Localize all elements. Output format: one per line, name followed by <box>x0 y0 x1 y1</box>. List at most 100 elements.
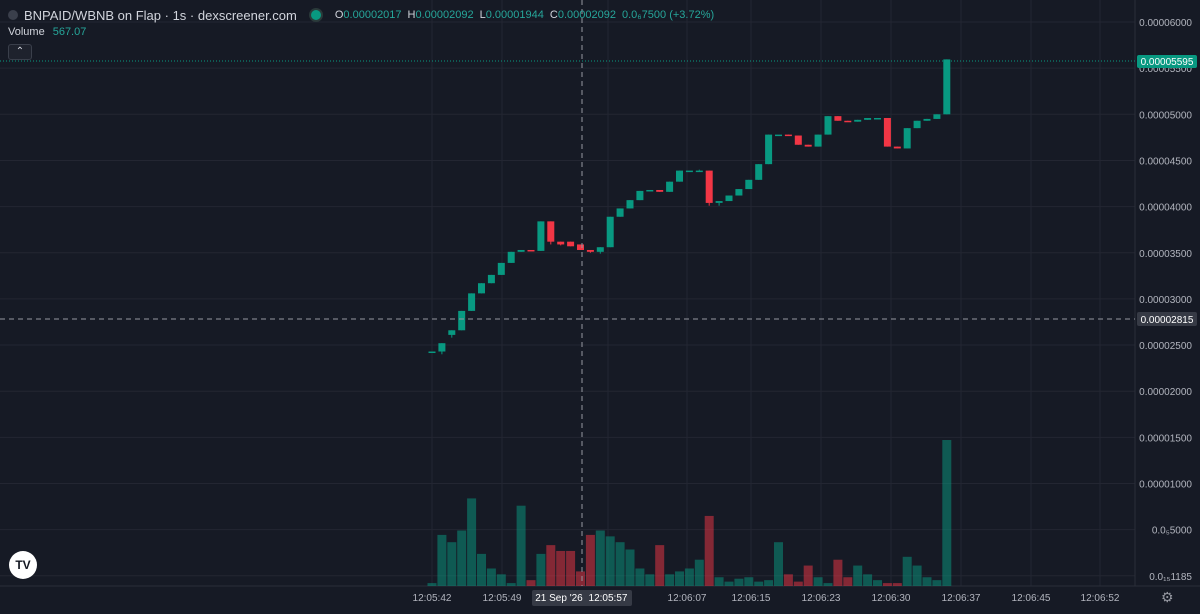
crosshair-time-tag-bg <box>532 590 632 606</box>
candle-body <box>705 170 713 203</box>
candle-body <box>577 244 584 250</box>
volume-bar <box>704 515 714 586</box>
volume-bar <box>892 583 902 586</box>
high-value: 0.00002092 <box>415 9 474 21</box>
candle-body <box>775 134 782 137</box>
volume-bar <box>882 583 892 586</box>
last-price-tag: 0.00005595 <box>1141 57 1194 68</box>
candle-body <box>784 134 792 137</box>
volume-bar <box>635 568 645 586</box>
candle-body <box>735 189 743 196</box>
volume-bar <box>694 559 704 586</box>
candle-body <box>438 343 446 352</box>
y-tick-label: 0.00001000 <box>1139 480 1192 491</box>
volume-bar <box>595 530 605 586</box>
volume-bar <box>645 574 655 586</box>
x-tick-label: 12:06:07 <box>668 593 707 604</box>
candle-body <box>685 170 693 173</box>
candle-body <box>864 117 872 120</box>
volume-bar <box>486 568 496 586</box>
volume-bar <box>793 581 803 586</box>
volume-bar <box>585 534 595 586</box>
volume-bar <box>605 536 615 586</box>
volume-bar <box>724 581 734 586</box>
y-tick-label: 0.00003000 <box>1139 295 1192 306</box>
y-tick-label: 0.00005000 <box>1139 110 1192 121</box>
x-tick-label: 12:06:15 <box>732 593 771 604</box>
y-tick-label: 0.0₁₅1185 <box>1149 572 1192 583</box>
collapse-legend-button[interactable]: ⌃ <box>8 44 32 60</box>
candle-body <box>854 119 862 122</box>
tradingview-logo[interactable]: TV <box>9 551 37 579</box>
candle-body <box>666 181 674 192</box>
volume-legend: Volume 567.07 <box>8 26 86 38</box>
volume-bar <box>516 505 526 586</box>
candle-body <box>537 221 545 251</box>
candle-body <box>883 117 891 147</box>
volume-bar <box>536 553 546 586</box>
volume-bar <box>744 577 754 586</box>
open-value: 0.00002017 <box>343 9 402 21</box>
low-value: 0.00001944 <box>485 9 544 21</box>
volume-bar <box>506 583 516 586</box>
candle-body <box>646 189 654 192</box>
candle-body <box>755 164 763 180</box>
candle-body <box>596 247 604 252</box>
volume-bar <box>437 534 447 586</box>
x-tick-label: 12:06:37 <box>942 593 981 604</box>
candle-body <box>695 170 703 173</box>
y-tick-label: 0.0₅5000 <box>1152 526 1193 537</box>
volume-bar <box>843 577 853 586</box>
candle-body <box>626 200 634 209</box>
volume-bar <box>754 581 764 586</box>
status-dot-icon[interactable] <box>310 10 321 20</box>
volume-bar <box>942 440 952 586</box>
candle-body <box>874 117 881 120</box>
x-tick-label: 12:06:23 <box>802 593 841 604</box>
volume-bar <box>922 577 932 586</box>
volume-bar <box>675 571 684 586</box>
change-value: 0.0₆7500 (+3.72%) <box>621 9 715 21</box>
symbol-dot-icon <box>8 10 18 20</box>
candle-body <box>923 118 931 121</box>
crosshair-price-tag-bg <box>1137 312 1197 326</box>
volume-bar <box>803 565 813 586</box>
ohlc-readout: O0.00002017 H0.00002092 L0.00001944 C0.0… <box>334 9 715 21</box>
candle-body <box>468 293 476 311</box>
candle-body <box>507 251 515 263</box>
gear-icon[interactable]: ⚙ <box>1161 589 1174 605</box>
candle-body <box>606 216 614 248</box>
chart-title: BNPAID/WBNB on Flap · 1s · dexscreener.c… <box>24 7 297 23</box>
volume-bar <box>912 565 922 586</box>
candle-body <box>448 330 456 335</box>
volume-bar <box>902 556 912 586</box>
volume-bar <box>823 583 833 586</box>
y-tick-label: 0.00002000 <box>1139 387 1192 398</box>
volume-label: Volume <box>8 26 45 38</box>
candle-body <box>715 201 723 203</box>
candle-body <box>745 179 753 190</box>
volume-bar <box>467 498 477 586</box>
x-tick-label: 12:05:49 <box>483 593 522 604</box>
candle-body <box>725 195 733 202</box>
candle-body <box>586 249 594 252</box>
candle-body <box>557 241 565 245</box>
candle-body <box>814 134 822 147</box>
volume-bar <box>447 542 457 586</box>
crosshair-time-tag: 21 Sep '26 <box>535 593 583 604</box>
candle-body <box>478 283 485 294</box>
volume-bar <box>566 550 576 586</box>
y-tick-label: 0.00001500 <box>1139 433 1192 444</box>
y-tick-label: 0.00005500 <box>1139 64 1192 75</box>
candle-body <box>636 190 644 201</box>
candle-body <box>804 144 812 147</box>
x-tick-label: 12:06:52 <box>1081 593 1120 604</box>
volume-bar <box>546 545 556 586</box>
candle-body <box>497 262 505 275</box>
volume-bar <box>655 545 665 586</box>
y-tick-label: 0.00004000 <box>1139 203 1192 214</box>
volume-bar <box>457 530 467 586</box>
x-tick-label: 12:05:42 <box>413 593 452 604</box>
candle-body <box>913 120 921 129</box>
